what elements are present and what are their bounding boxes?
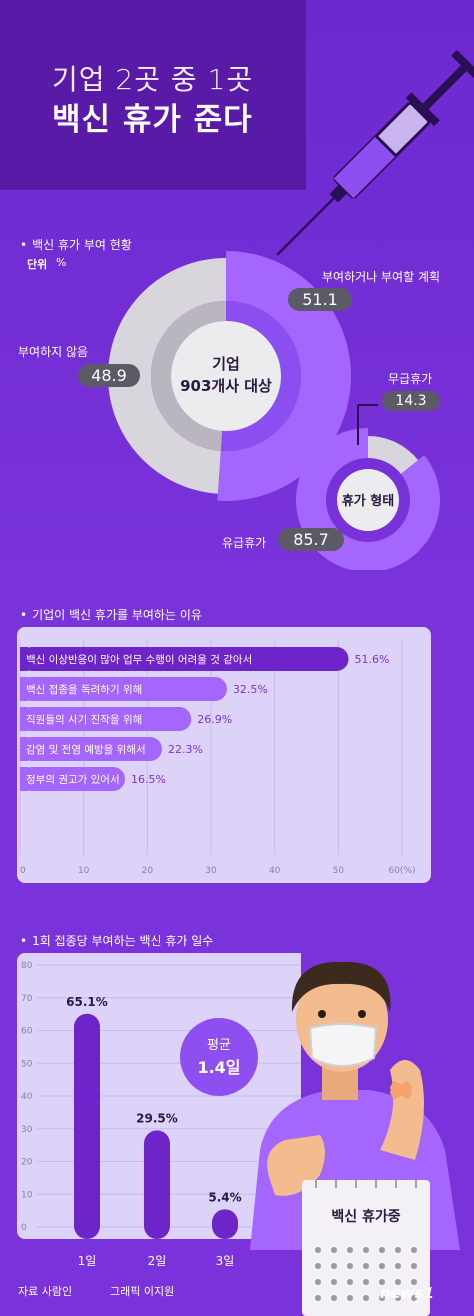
- days-bar: [74, 1013, 100, 1239]
- y-tick-label: 50: [21, 1059, 33, 1069]
- reason-value-label: 16.5%: [131, 773, 166, 786]
- days-value-label: 5.4%: [208, 1190, 241, 1204]
- reason-bar-cap: [20, 707, 28, 731]
- syringe-icon: [276, 50, 474, 256]
- reason-value-label: 22.3%: [168, 743, 203, 756]
- title-panel: [0, 0, 306, 190]
- subdonut-center-label: 휴가 형태: [341, 494, 395, 509]
- days-category-label: 1일: [77, 1254, 97, 1268]
- reason-bar-cap: [20, 767, 28, 791]
- y-tick-label: 10: [21, 1190, 33, 1200]
- reason-label: 직원들의 사기 진작을 위해: [26, 713, 142, 726]
- donut-slice-give: [217, 251, 351, 501]
- subdonut-slice-unpaid: [368, 436, 419, 474]
- news1-logo: news1: [380, 1284, 435, 1302]
- calendar-grid: [315, 1180, 417, 1301]
- y-tick-label: 80: [21, 961, 33, 971]
- donut-shadow-not: [151, 301, 226, 451]
- reason-label: 정부의 권고가 있어서: [26, 774, 120, 786]
- days-bar: [212, 1209, 238, 1239]
- subdonut-center: [337, 469, 399, 531]
- reasons-bar-chart: 0 10 20 30 40 50 60(%) 백신 이상반응이 많아 업무 수행이 어려울 것…: [19, 639, 416, 876]
- value-give: 51.1: [288, 288, 352, 311]
- unit-value: %: [56, 256, 67, 269]
- x-tick-label: 60(%): [388, 866, 415, 876]
- graphic-credit: 그래픽 이지원: [110, 1285, 175, 1298]
- reason-label: 백신 접종을 독려하기 위해: [26, 683, 142, 696]
- y-tick-label: 60: [21, 1027, 33, 1037]
- value-unpaid: 14.3: [382, 391, 440, 411]
- x-tick-label: 50: [333, 866, 345, 876]
- days-value-label: 65.1%: [66, 995, 108, 1009]
- days-bar-chart: 0 10 20 30 40 50 60 70 80 65.1% 29.5% 5.4%: [21, 961, 301, 1239]
- section2-title: 기업이 백신 휴가를 부여하는 이유: [20, 606, 202, 623]
- label-paid: 유급휴가: [222, 536, 267, 550]
- reason-bar: [20, 707, 192, 731]
- reason-bar: [20, 647, 349, 671]
- y-tick-label: 30: [21, 1125, 33, 1135]
- days-value-label: 29.5%: [136, 1111, 178, 1125]
- section3-title: 1회 접종당 부여하는 백신 휴가 일수: [20, 932, 213, 949]
- reason-label: 백신 이상반응이 많아 업무 수행이 어려울 것 같아서: [26, 653, 252, 666]
- label-not: 부여하지 않음: [18, 345, 89, 359]
- y-tick-label: 0: [21, 1223, 27, 1233]
- title-line1: 기업 2곳 중 1곳: [52, 63, 254, 96]
- reason-value-label: 26.9%: [197, 713, 232, 726]
- x-tick-label: 40: [269, 866, 281, 876]
- donut-slice-not: [108, 258, 226, 494]
- value-not: 48.9: [78, 364, 140, 387]
- label-give: 부여하거나 부여할 계획: [322, 270, 441, 284]
- reason-value-label: 32.5%: [233, 683, 268, 696]
- reason-label: 감염 및 전염 예방을 위해서: [26, 743, 146, 756]
- average-label: 평균: [207, 1038, 231, 1053]
- x-tick-label: 10: [78, 866, 90, 876]
- average-badge: [180, 1018, 258, 1096]
- reason-bar-cap: [20, 647, 28, 671]
- reason-value-label: 51.6%: [355, 653, 390, 666]
- donut-shadow-give: [220, 301, 302, 451]
- label-unpaid: 무급휴가: [388, 372, 433, 386]
- y-tick-label: 20: [21, 1158, 33, 1168]
- value-paid: 85.7: [278, 528, 344, 551]
- days-category-label: 3일: [215, 1254, 235, 1268]
- days-bar: [144, 1130, 170, 1239]
- reason-bar-cap: [20, 737, 28, 761]
- source-label: 자료 사람인: [18, 1285, 73, 1298]
- x-tick-label: 30: [205, 866, 217, 876]
- y-tick-label: 70: [21, 994, 33, 1004]
- donut-center-line1: 기업: [212, 355, 240, 373]
- reason-bar: [20, 737, 162, 761]
- reason-bar: [20, 677, 227, 701]
- y-tick-label: 40: [21, 1092, 33, 1102]
- average-value: 1.4일: [197, 1058, 241, 1077]
- x-tick-label: 20: [142, 866, 154, 876]
- title-line2: 백신 휴가 준다: [52, 102, 253, 138]
- unit-label: 단위: [27, 258, 48, 271]
- reason-bar: [20, 767, 126, 791]
- reason-bar-cap: [20, 677, 28, 701]
- section1-title: 백신 휴가 부여 현황: [20, 236, 132, 253]
- x-tick-label: 0: [20, 866, 26, 876]
- calendar-title: 백신 휴가중: [331, 1209, 401, 1225]
- donut-center-line2: 903개사 대상: [180, 377, 272, 395]
- days-category-label: 2일: [147, 1254, 167, 1268]
- donut-center: [171, 321, 281, 431]
